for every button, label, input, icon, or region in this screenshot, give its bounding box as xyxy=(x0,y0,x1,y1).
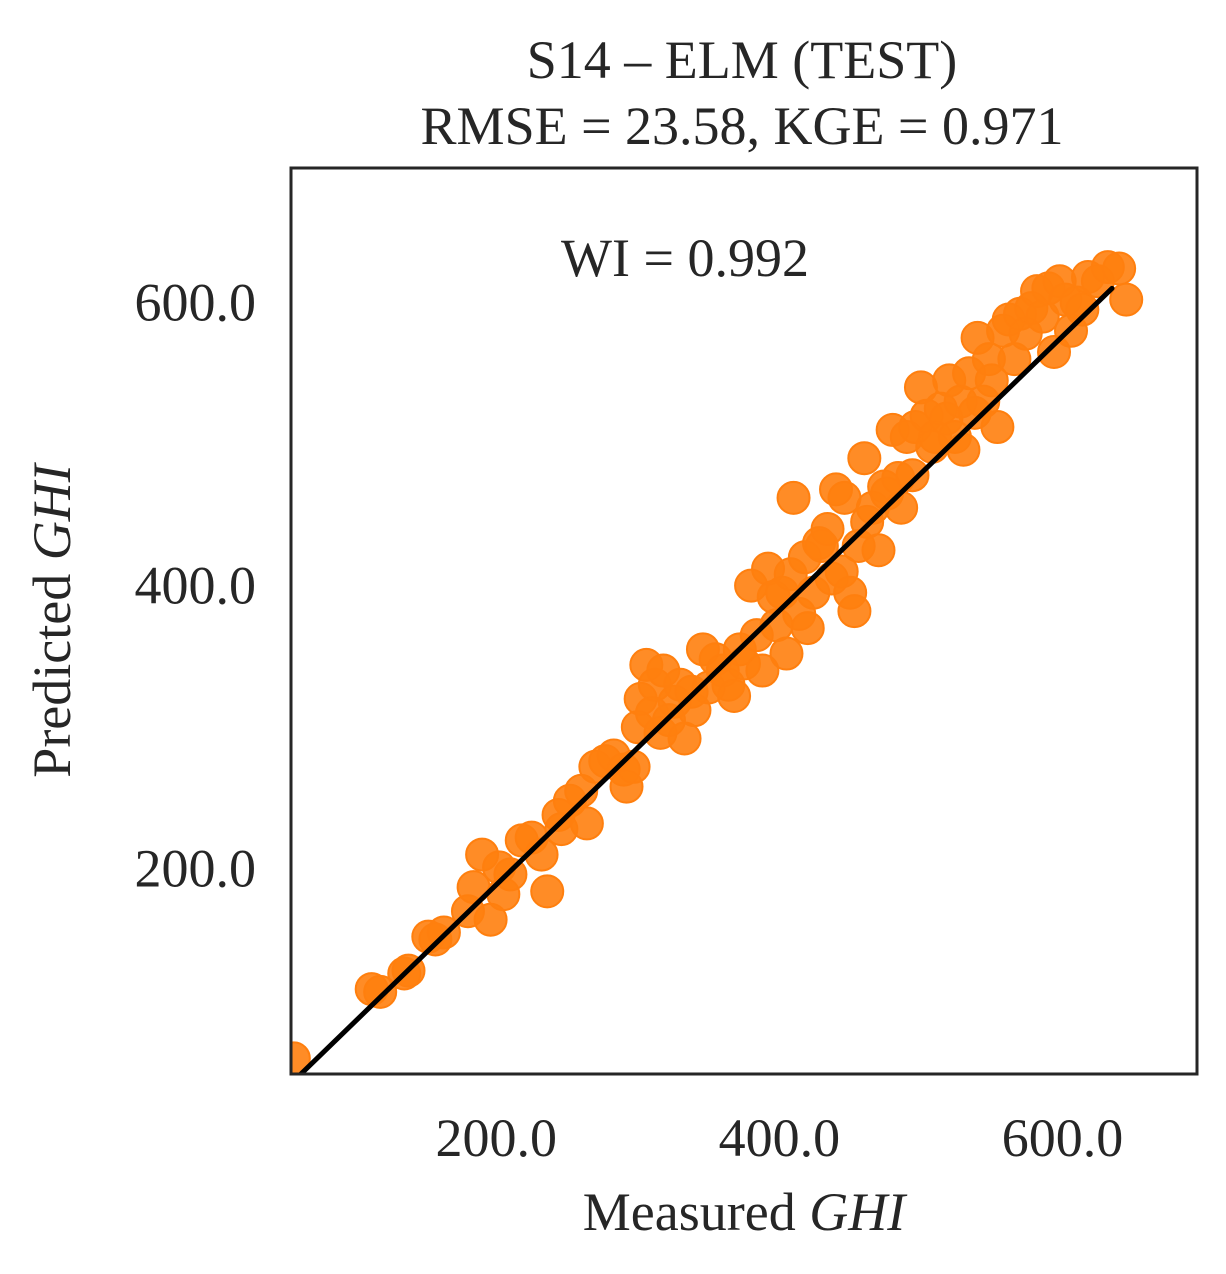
y-axis-label: Predicted GHI xyxy=(22,461,82,777)
data-point xyxy=(861,533,896,568)
y-tick-label: 400.0 xyxy=(135,556,257,616)
fit-line xyxy=(298,285,1115,1074)
data-point xyxy=(569,806,604,841)
y-axis-label-var: GHI xyxy=(22,461,82,560)
x-axis-ticks: 200.0 400.0 600.0 xyxy=(436,1108,1124,1168)
data-point xyxy=(974,363,1009,398)
x-axis-label: Measured GHI xyxy=(583,1182,908,1242)
x-tick-label: 400.0 xyxy=(719,1108,841,1168)
y-axis-ticks: 200.0 400.0 600.0 xyxy=(135,272,257,898)
data-point xyxy=(980,410,1015,445)
data-point xyxy=(667,721,702,756)
x-tick-label: 600.0 xyxy=(1002,1108,1124,1168)
data-point xyxy=(717,679,752,714)
data-point xyxy=(790,611,825,646)
data-point xyxy=(946,432,981,467)
y-tick-label: 200.0 xyxy=(135,839,257,899)
data-point xyxy=(847,441,882,476)
data-point xyxy=(1102,251,1137,286)
data-point xyxy=(810,511,845,546)
chart-title-line2: RMSE = 23.58, KGE = 0.971 xyxy=(421,96,1064,156)
y-axis-label-prefix: Predicted xyxy=(22,560,82,777)
x-axis-label-prefix: Measured xyxy=(583,1182,809,1242)
plot-area xyxy=(289,166,1199,1076)
data-point xyxy=(827,480,862,515)
data-point xyxy=(1065,292,1100,327)
data-point xyxy=(895,458,930,493)
data-point xyxy=(616,749,651,784)
data-point xyxy=(291,1041,311,1074)
data-point xyxy=(837,594,872,629)
data-point xyxy=(769,636,804,671)
x-axis-label-var: GHI xyxy=(809,1182,908,1242)
data-point xyxy=(1109,282,1144,317)
y-tick-label: 600.0 xyxy=(135,272,257,332)
data-point xyxy=(363,974,398,1009)
data-point xyxy=(530,874,565,909)
data-point xyxy=(884,490,919,525)
data-points xyxy=(291,250,1144,1074)
wi-annotation: WI = 0.992 xyxy=(561,228,809,288)
data-point xyxy=(745,653,780,688)
chart-title-line1: S14 – ELM (TEST) xyxy=(527,30,957,90)
plot-frame xyxy=(289,166,1199,1076)
data-point xyxy=(776,480,811,515)
x-tick-label: 200.0 xyxy=(436,1108,558,1168)
